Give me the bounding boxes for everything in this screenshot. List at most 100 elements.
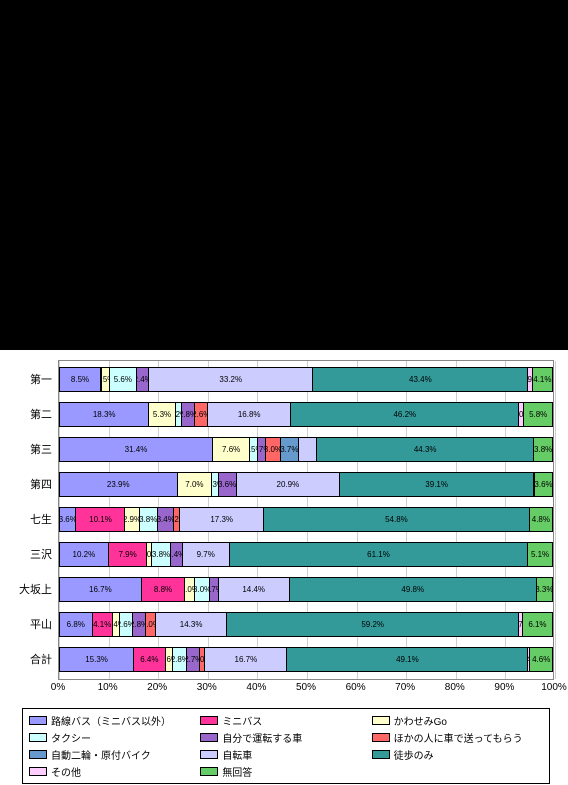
bar-segment: 61.1% — [230, 542, 528, 567]
bar-segment: 2.4% — [171, 542, 183, 567]
bar-segment: 1.5% — [102, 367, 109, 392]
bar-segment: 2.6% — [195, 402, 208, 427]
bar-segment: 33.2% — [149, 367, 313, 392]
x-tick-label: 40% — [246, 682, 266, 693]
bar-segment: 14.3% — [156, 612, 227, 637]
bar-segment: 1.4% — [113, 612, 120, 637]
bar-row: 6.8%4.1%1.4%2.6%2.8%2.0%14.3%59.2%0.7%6.… — [59, 612, 553, 637]
bar-segment: 1.7% — [210, 577, 218, 602]
bar-segment: 7.9% — [109, 542, 148, 567]
legend-label: ミニバス — [222, 713, 262, 728]
legend-item: その他 — [29, 764, 200, 779]
bar-segment: 6.1% — [523, 612, 553, 637]
bar-segment: 8.5% — [59, 367, 101, 392]
bar-segment — [299, 437, 317, 462]
legend-swatch — [200, 767, 218, 776]
bar-segment: 10.2% — [59, 542, 109, 567]
bar-segment: 16.8% — [208, 402, 291, 427]
bar-segment: 6.8% — [59, 612, 93, 637]
bar-segment: 6.4% — [134, 647, 165, 672]
x-tick-label: 30% — [197, 682, 217, 693]
bar-segment: 44.3% — [317, 437, 534, 462]
legend-item: ミニバス — [200, 713, 371, 728]
legend-swatch — [200, 716, 218, 725]
x-tick-label: 0% — [51, 682, 65, 693]
bar-segment: 2.8% — [133, 612, 147, 637]
bar-segment: 3.6% — [219, 472, 237, 497]
category-label: 大坂上 — [0, 581, 52, 597]
bar-row: 3.6%10.1%2.9%3.8%3.4%1.2%17.3%54.8%4.8% — [59, 507, 553, 532]
bar-segment: 7.6% — [213, 437, 250, 462]
category-label: 第四 — [0, 476, 52, 492]
bar-segment: 3.0% — [266, 437, 281, 462]
legend-label: ほかの人に車で送ってもらう — [394, 730, 523, 745]
bar-segment: 18.3% — [59, 402, 149, 427]
bar-segment: 2.0% — [185, 577, 195, 602]
bar-segment: 4.6% — [530, 647, 553, 672]
legend-label: 徒歩のみ — [394, 747, 434, 762]
bar-segment: 1.7% — [258, 437, 266, 462]
x-tick-label: 100% — [541, 682, 567, 693]
bar-segment: 4.1% — [533, 367, 553, 392]
bar-segment: 5.6% — [110, 367, 138, 392]
bar-segment: 4.1% — [93, 612, 113, 637]
x-tick-label: 20% — [147, 682, 167, 693]
bar-segment: 23.9% — [59, 472, 178, 497]
bar-segment: 39.1% — [340, 472, 534, 497]
legend-swatch — [200, 750, 218, 759]
bar-segment: 49.1% — [287, 647, 528, 672]
bar-segment: 16.7% — [205, 647, 287, 672]
legend-item: 自転車 — [200, 747, 371, 762]
legend-label: 無回答 — [222, 764, 252, 779]
bar-segment: 3.3% — [537, 577, 553, 602]
legend-swatch — [29, 716, 47, 725]
bar-segment: 2.9% — [125, 507, 139, 532]
legend-item: 無回答 — [200, 764, 371, 779]
chart-container: 8.5%0.2%1.5%5.6%2.4%33.2%43.4%0.9%4.1% 18… — [0, 350, 568, 785]
x-tick-label: 60% — [346, 682, 366, 693]
bar-segment: 46.2% — [291, 402, 519, 427]
legend-swatch — [372, 716, 390, 725]
bar-segment: 3.8% — [534, 437, 553, 462]
legend: 路線バス（ミニバス以外）ミニバスかわせみGoタクシー自分で運転する車ほかの人に車… — [22, 708, 550, 784]
legend-swatch — [29, 750, 47, 759]
legend-label: 自動二輪・原付バイク — [51, 747, 151, 762]
bar-segment: 2.8% — [173, 647, 187, 672]
legend-label: 自転車 — [222, 747, 252, 762]
bar-segment: 7.0% — [178, 472, 213, 497]
bar-segment: 2.0% — [146, 612, 156, 637]
bar-segment: 1.6% — [166, 647, 174, 672]
bar-segment: 20.9% — [237, 472, 341, 497]
legend-item: かわせみGo — [372, 713, 543, 728]
bar-segment: 2.4% — [137, 367, 149, 392]
bar-segment: 2.7% — [187, 647, 200, 672]
category-label: 七生 — [0, 511, 52, 527]
bar-row: 10.2%7.9%1.0%3.8%2.4%9.7%61.1%5.1% — [59, 542, 553, 567]
bar-segment: 5.1% — [528, 542, 553, 567]
bar-row: 23.9%7.0%1.3%3.6%20.9%39.1%0.2%3.6% — [59, 472, 553, 497]
grid-line — [555, 361, 556, 679]
bar-segment: 43.4% — [313, 367, 528, 392]
legend-swatch — [372, 750, 390, 759]
bar-segment: 14.4% — [219, 577, 290, 602]
legend-item: 自動二輪・原付バイク — [29, 747, 200, 762]
bar-segment: 3.8% — [140, 507, 158, 532]
category-label: 第三 — [0, 441, 52, 457]
bar-row: 31.4%7.6%1.5%1.7%3.0%3.7%44.3%3.8% — [59, 437, 553, 462]
bar-row: 16.7%8.8%2.0%3.0%1.7%14.4%49.8%3.3% — [59, 577, 553, 602]
bar-segment: 2.6% — [120, 612, 133, 637]
bar-row: 8.5%0.2%1.5%5.6%2.4%33.2%43.4%0.9%4.1% — [59, 367, 553, 392]
x-tick-label: 80% — [445, 682, 465, 693]
bar-segment: 59.2% — [227, 612, 519, 637]
category-label: 第二 — [0, 406, 52, 422]
bar-segment: 17.3% — [180, 507, 264, 532]
bar-segment: 9.7% — [183, 542, 230, 567]
bar-segment: 54.8% — [264, 507, 530, 532]
bar-row: 15.3%6.4%1.6%2.8%2.7%1.0%16.7%49.1%0.4%4… — [59, 647, 553, 672]
bar-segment: 5.8% — [524, 402, 553, 427]
x-axis: 0%10%20%30%40%50%60%70%80%90%100% — [58, 682, 554, 702]
bar-segment: 5.3% — [149, 402, 175, 427]
bar-segment: 1.5% — [250, 437, 257, 462]
bar-row: 18.3%5.3%1.2%2.8%2.6%16.8%46.2%1.0%5.8% — [59, 402, 553, 427]
bar-segment: 3.6% — [59, 507, 76, 532]
